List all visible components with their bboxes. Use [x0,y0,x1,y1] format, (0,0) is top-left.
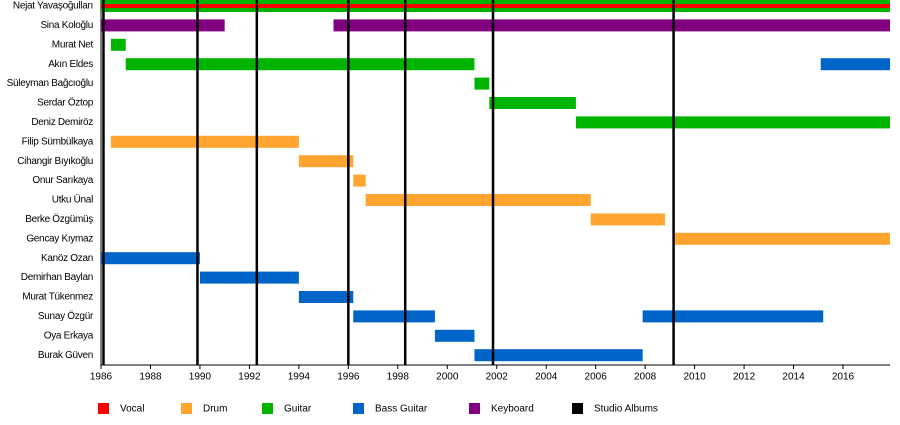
x-tick-label: 2008 [634,372,657,383]
membership-bar [820,58,890,71]
membership-bar [101,4,890,8]
x-tick-label: 2014 [782,372,805,383]
member-name: Onur Sarıkaya [32,175,93,186]
member-name: Utku Ünal [52,194,93,206]
legend-label: Bass Guitar [375,404,428,415]
x-tick-label: 1994 [288,372,311,383]
x-tick-label: 2006 [585,372,608,383]
membership-bar [298,155,354,168]
x-tick-label: 2000 [436,372,459,383]
membership-bar [353,174,366,187]
member-name: Sina Koloğlu [40,20,93,31]
member-name: Serdar Öztop [37,97,94,109]
x-tick-label: 1996 [337,372,360,383]
member-name: Demirhan Baylan [21,272,93,283]
legend-swatch [353,403,364,414]
membership-bar [590,213,665,226]
x-tick-label: 2010 [683,372,706,383]
member-name: Murat Tükenmez [22,292,93,303]
membership-bar [674,232,890,245]
membership-bar [474,349,643,362]
member-name: Akın Eldes [48,59,93,70]
membership-bar [353,310,435,323]
x-tick-label: 2004 [535,372,558,383]
membership-bar [199,271,299,284]
legend-label: Drum [203,404,227,415]
legend-swatch [181,403,192,414]
membership-bar [575,116,890,129]
member-name: Deniz Demiröz [31,117,93,128]
membership-bar [642,310,824,323]
member-name: Nejat Yavaşoğulları [13,1,93,12]
member-name: Oya Erkaya [44,330,94,341]
membership-bar [474,77,490,90]
membership-bar [434,329,475,342]
membership-bar [365,194,591,206]
membership-bar [298,291,354,303]
x-tick-label: 1992 [238,372,261,383]
membership-bar [489,97,576,109]
legend-label: Guitar [284,404,312,415]
legend-swatch [262,403,273,414]
x-tick-label: 2002 [486,372,509,383]
legend-label: Vocal [120,404,144,415]
member-name: Kanöz Ozan [41,253,93,264]
member-name: Burak Güven [38,350,93,361]
x-tick-label: 1998 [387,372,410,383]
legend-swatch [469,403,480,414]
member-name: Süleyman Bağcıoğlu [7,78,93,89]
member-name: Murat Net [52,39,94,50]
membership-bar [101,19,225,32]
member-name: Sunay Özgür [38,310,94,322]
membership-bar [101,252,200,265]
member-name: Berke Özgümüş [25,213,93,225]
legend-swatch [98,403,109,414]
membership-bar [110,38,126,51]
member-name: Cihangir Bıyıkoğlu [17,156,93,167]
member-name: Filip Sümbülkaya [22,136,94,147]
membership-bar [125,58,475,71]
x-tick-label: 2016 [832,372,855,383]
membership-bar [110,135,299,148]
x-tick-label: 1988 [139,372,162,383]
membership-bar [333,19,890,32]
legend-swatch [572,403,583,414]
member-name: Gencay Kıymaz [26,233,93,244]
legend-label: Keyboard [491,404,534,415]
x-tick-label: 1986 [90,372,113,383]
x-tick-label: 2012 [733,372,756,383]
x-tick-label: 1990 [189,372,212,383]
legend-label: Studio Albums [594,404,658,415]
